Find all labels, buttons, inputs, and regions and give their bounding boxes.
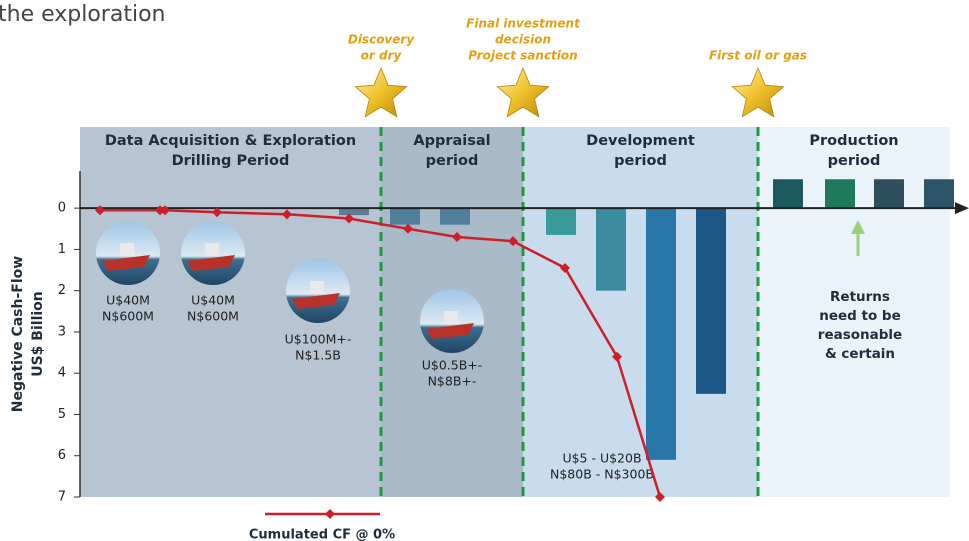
y-axis-label: US$ Billion [30, 291, 46, 377]
phase-label: Production [809, 133, 898, 149]
y-axis-label: Negative Cash-Flow [10, 256, 26, 412]
line-marker [612, 351, 622, 362]
y-tick-label: 0 [58, 201, 66, 216]
photo-ship [102, 255, 150, 271]
bar [390, 208, 420, 225]
bar [825, 179, 855, 209]
returns-arrow-head [851, 220, 865, 234]
line-marker [282, 209, 292, 220]
phase-label: Drilling Period [172, 153, 290, 169]
annotation: N$600M [187, 309, 239, 324]
annotation: N$8B+- [428, 374, 477, 389]
star [354, 66, 408, 118]
y-tick-label: 6 [58, 448, 66, 463]
photo-ship [187, 255, 235, 271]
annotation: N$80B - N$300B [550, 467, 654, 482]
milestone-label: Final investment [466, 17, 581, 31]
bar [646, 208, 676, 460]
legend-marker [325, 509, 335, 519]
y-tick-label: 7 [58, 490, 66, 505]
annotation: N$1.5B [295, 348, 341, 363]
annotation: reasonable [818, 327, 902, 343]
phase-label: Development [586, 133, 695, 149]
line-marker [344, 213, 354, 224]
line-marker [212, 207, 222, 218]
milestone-label: decision [495, 33, 551, 47]
bar [924, 179, 954, 209]
bar [440, 208, 470, 225]
bar [773, 179, 803, 209]
annotation: need to be [819, 308, 901, 324]
y-tick-label: 1 [58, 242, 66, 257]
annotation: U$40M [191, 293, 235, 308]
photo-ship [292, 293, 340, 309]
line-marker [95, 205, 105, 216]
annotation: U$40M [106, 293, 150, 308]
x-axis-arrow [955, 202, 969, 215]
photo-ship-deck [310, 281, 324, 294]
milestone-label: Discovery [348, 33, 415, 47]
milestone-label: First oil or gas [709, 49, 807, 63]
star [496, 66, 550, 118]
legend-label: Cumulated CF @ 0% [249, 528, 395, 541]
y-tick-label: 3 [58, 324, 66, 339]
annotation: U$100M+- [285, 332, 352, 347]
bar [874, 179, 904, 209]
y-tick-label: 4 [58, 366, 66, 381]
annotation: Returns [830, 289, 890, 305]
photo-ship-deck [205, 243, 219, 256]
annotation: U$5 - U$20B [562, 451, 641, 466]
line-marker [655, 492, 665, 502]
photo-ship [426, 323, 474, 339]
bar [596, 208, 626, 291]
photo-ship-deck [444, 311, 458, 324]
line-marker [160, 205, 170, 216]
photo-ship-deck [120, 243, 134, 256]
phase-label: Data Acquisition & Exploration [105, 133, 356, 149]
annotation: N$600M [102, 309, 154, 324]
star [731, 66, 785, 118]
phase-label: Appraisal [413, 133, 490, 149]
phase-label: period [614, 153, 667, 169]
phase-label: period [828, 153, 881, 169]
bar [546, 208, 576, 235]
bar [696, 208, 726, 394]
line-marker [403, 223, 413, 234]
line-marker [452, 232, 462, 243]
annotation: & certain [825, 346, 895, 362]
heading: the exploration [0, 2, 165, 27]
bar [339, 208, 369, 216]
phase-label: period [426, 153, 479, 169]
milestone-label: Project sanction [468, 49, 577, 63]
milestone-label: or dry [361, 49, 403, 63]
line-marker [560, 262, 570, 273]
y-tick-label: 5 [58, 407, 66, 422]
line-marker [508, 236, 518, 247]
annotation: U$0.5B+- [422, 358, 483, 373]
y-tick-label: 2 [58, 283, 66, 298]
